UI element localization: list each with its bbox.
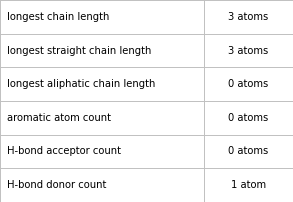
Text: H-bond donor count: H-bond donor count: [7, 180, 107, 190]
Text: 3 atoms: 3 atoms: [228, 45, 268, 56]
Text: 0 atoms: 0 atoms: [228, 113, 268, 123]
Text: 1 atom: 1 atom: [231, 180, 266, 190]
Text: longest aliphatic chain length: longest aliphatic chain length: [7, 79, 156, 89]
Text: 0 atoms: 0 atoms: [228, 146, 268, 157]
Text: 0 atoms: 0 atoms: [228, 79, 268, 89]
Text: longest chain length: longest chain length: [7, 12, 110, 22]
Text: aromatic atom count: aromatic atom count: [7, 113, 111, 123]
Text: longest straight chain length: longest straight chain length: [7, 45, 152, 56]
Text: 3 atoms: 3 atoms: [228, 12, 268, 22]
Text: H-bond acceptor count: H-bond acceptor count: [7, 146, 121, 157]
